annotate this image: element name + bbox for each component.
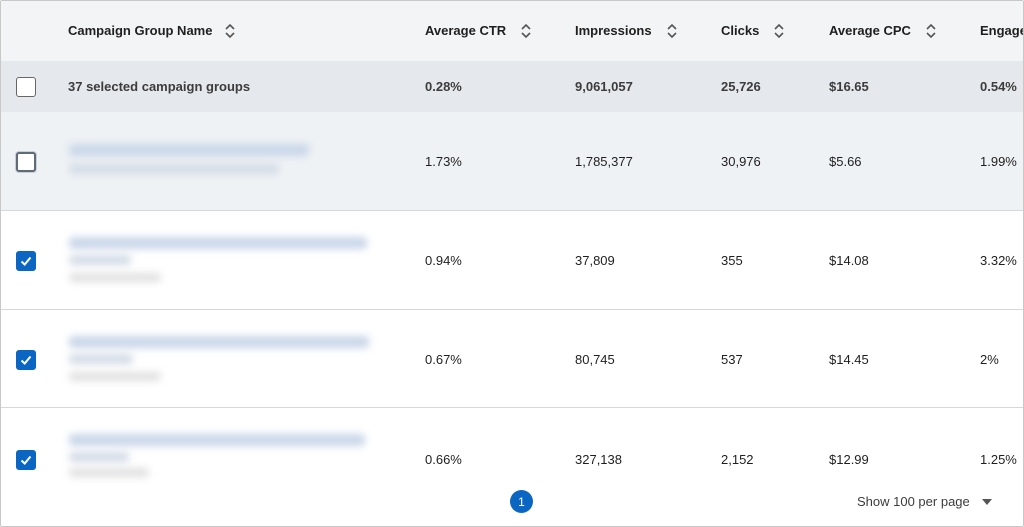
row-clicks: 2,152 [721, 452, 754, 467]
summary-ctr: 0.28% [425, 79, 462, 94]
summary-clicks: 25,726 [721, 79, 761, 94]
row-clicks: 355 [721, 253, 743, 268]
checkmark-icon [20, 256, 32, 266]
summary-row: 37 selected campaign groups 0.28% 9,061,… [1, 61, 1023, 112]
page-1-button[interactable]: 1 [510, 490, 533, 513]
row-impressions: 1,785,377 [575, 154, 633, 169]
summary-engagement: 0.54% [980, 79, 1017, 94]
row-checkbox[interactable] [16, 350, 36, 370]
sort-icon[interactable] [925, 23, 937, 38]
summary-cpc: $16.65 [829, 79, 869, 94]
summary-impressions: 9,061,057 [575, 79, 633, 94]
column-header-impressions[interactable]: Impressions [575, 23, 678, 38]
redacted-campaign-name [69, 434, 365, 446]
column-header-average-ctr[interactable]: Average CTR [425, 23, 532, 38]
redacted-campaign-name [69, 336, 369, 348]
table-row[interactable]: 0.94% 37,809 355 $14.08 3.32% [1, 210, 1023, 309]
table-row[interactable]: 1.73% 1,785,377 30,976 $5.66 1.99% [1, 112, 1023, 211]
redacted-campaign-name [69, 144, 309, 156]
row-cpc: $14.45 [829, 352, 869, 367]
sort-icon[interactable] [520, 23, 532, 38]
column-header-label: Clicks [721, 23, 760, 38]
row-cpc: $12.99 [829, 452, 869, 467]
redacted-campaign-subtext [69, 255, 131, 265]
row-ctr: 0.66% [425, 452, 462, 467]
column-header-label: Campaign Group Name [68, 23, 213, 38]
column-header-campaign-group-name[interactable]: Campaign Group Name [68, 23, 236, 38]
row-impressions: 80,745 [575, 352, 615, 367]
column-header-label: Engage [980, 23, 1024, 38]
row-checkbox[interactable] [16, 450, 36, 470]
row-ctr: 1.73% [425, 154, 462, 169]
redacted-campaign-meta [69, 372, 161, 381]
sort-icon[interactable] [773, 23, 785, 38]
sort-icon[interactable] [666, 23, 678, 38]
redacted-campaign-subtext [69, 452, 129, 462]
column-header-average-cpc[interactable]: Average CPC [829, 23, 937, 38]
redacted-campaign-subtext [69, 164, 279, 174]
column-header-label: Impressions [575, 23, 652, 38]
select-all-checkbox[interactable] [16, 77, 36, 97]
per-page-dropdown[interactable]: Show 100 per page [857, 494, 992, 509]
column-header-engagement[interactable]: Engage [980, 23, 1024, 38]
row-engagement: 2% [980, 352, 999, 367]
per-page-label: Show 100 per page [857, 494, 970, 509]
row-clicks: 30,976 [721, 154, 761, 169]
column-header-clicks[interactable]: Clicks [721, 23, 785, 38]
redacted-campaign-name [69, 237, 367, 249]
row-ctr: 0.67% [425, 352, 462, 367]
redacted-campaign-meta [69, 273, 161, 282]
table-header: Campaign Group Name Average CTR Impressi… [1, 1, 1024, 61]
row-ctr: 0.94% [425, 253, 462, 268]
caret-down-icon [981, 498, 992, 505]
row-cpc: $14.08 [829, 253, 869, 268]
table-row[interactable]: 0.67% 80,745 537 $14.45 2% [1, 309, 1023, 408]
sort-icon[interactable] [224, 23, 236, 38]
column-header-label: Average CTR [425, 23, 507, 38]
row-checkbox[interactable] [16, 152, 36, 172]
summary-label: 37 selected campaign groups [68, 79, 251, 94]
row-checkbox[interactable] [16, 251, 36, 271]
row-engagement: 1.25% [980, 452, 1017, 467]
redacted-campaign-subtext [69, 354, 133, 364]
row-impressions: 327,138 [575, 452, 622, 467]
row-engagement: 1.99% [980, 154, 1017, 169]
row-cpc: $5.66 [829, 154, 862, 169]
row-clicks: 537 [721, 352, 743, 367]
redacted-campaign-meta [69, 468, 149, 477]
checkmark-icon [20, 355, 32, 365]
row-impressions: 37,809 [575, 253, 615, 268]
checkmark-icon [20, 455, 32, 465]
row-engagement: 3.32% [980, 253, 1017, 268]
column-header-label: Average CPC [829, 23, 911, 38]
